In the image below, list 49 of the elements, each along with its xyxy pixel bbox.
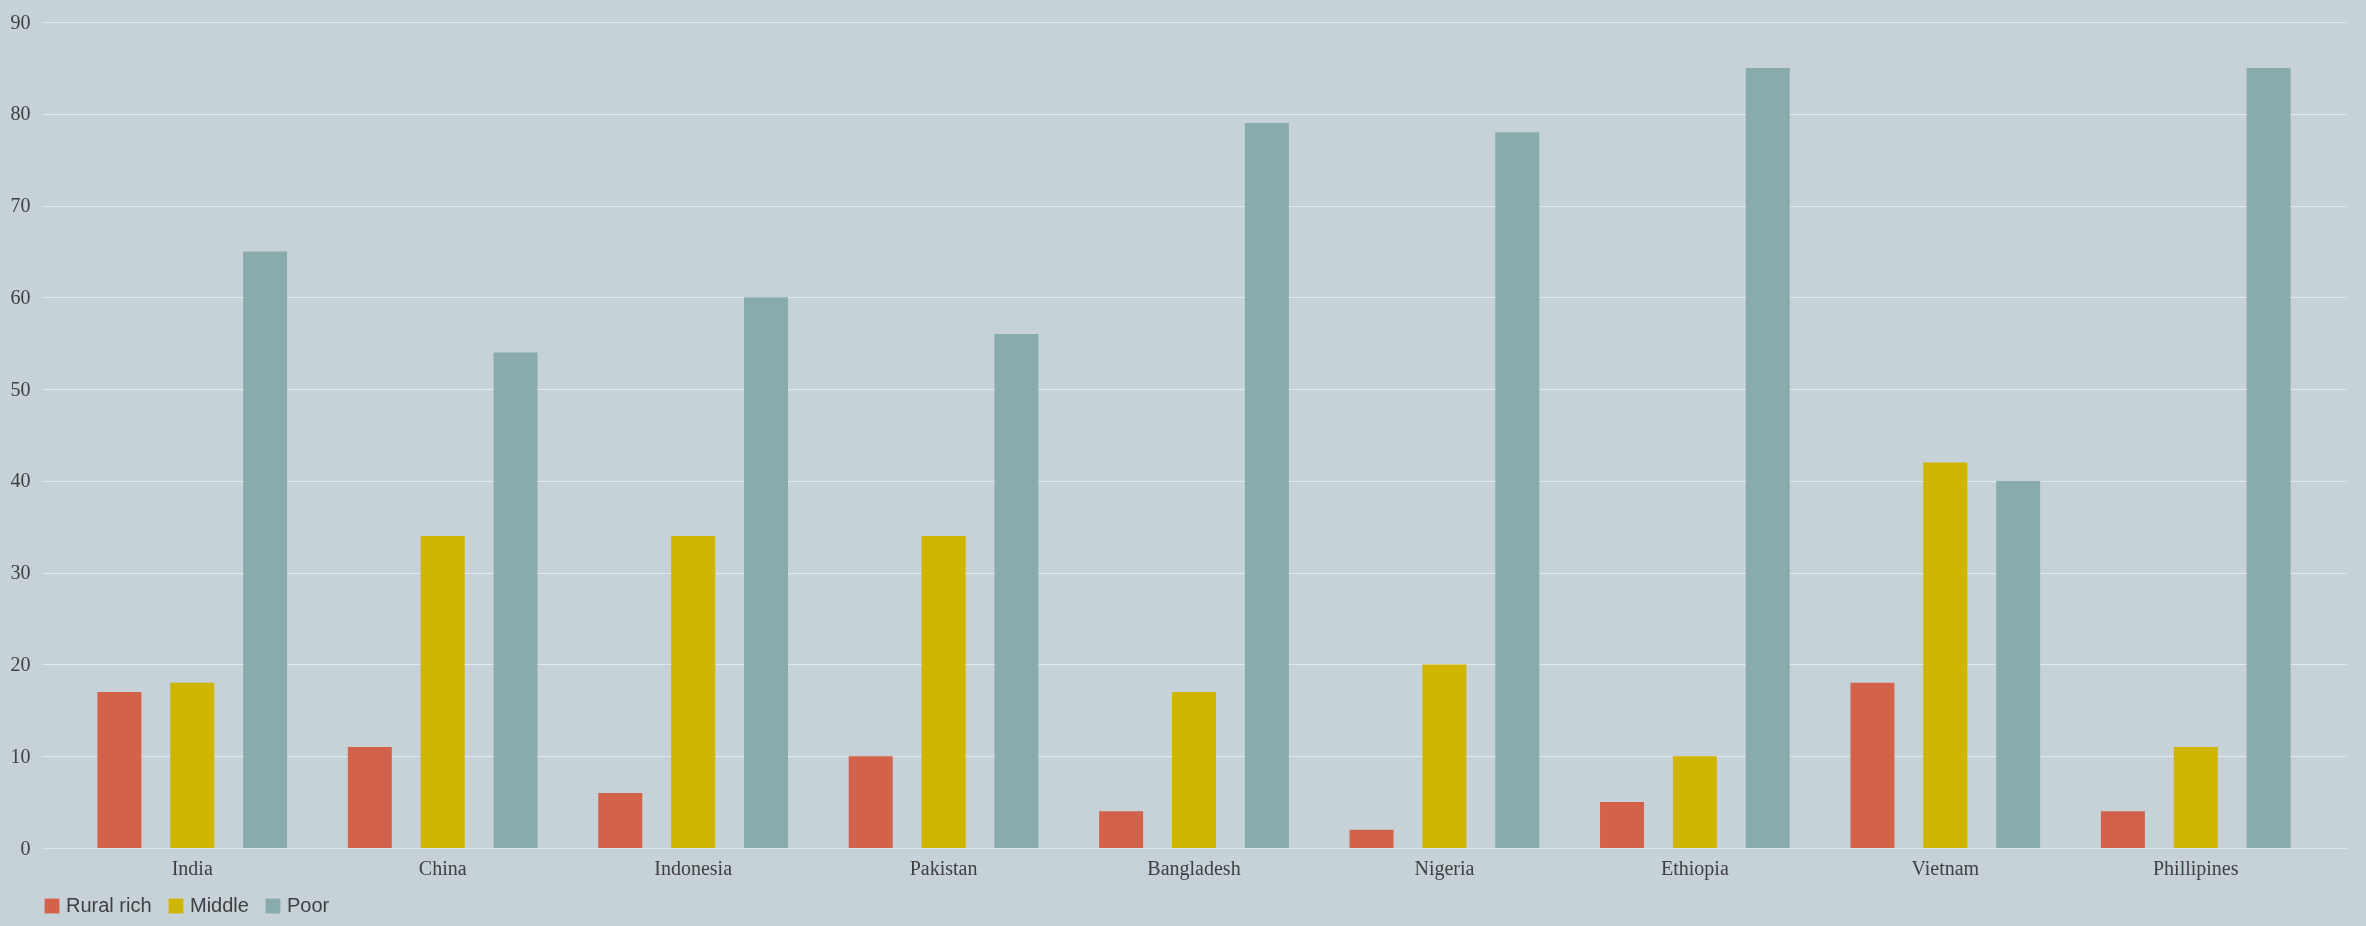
y-tick-label: 70 <box>10 194 31 217</box>
bar <box>2246 67 2291 848</box>
bar <box>994 334 1039 848</box>
x-tick-label: Bangladesh <box>1147 856 1241 880</box>
legend-label: Poor <box>287 894 330 916</box>
bar <box>1850 682 1895 848</box>
bar <box>921 535 966 848</box>
bar <box>1996 480 2041 848</box>
bar <box>1600 802 1645 848</box>
y-tick-label: 0 <box>20 836 31 859</box>
bar <box>1745 67 1790 848</box>
bar <box>420 535 465 848</box>
bar <box>1099 811 1144 848</box>
y-tick-label: 90 <box>10 10 31 33</box>
y-tick-label: 40 <box>10 469 31 492</box>
bar <box>347 747 392 848</box>
x-tick-label: Vietnam <box>1911 856 1980 879</box>
x-tick-label: China <box>418 856 467 879</box>
legend-label: Rural rich <box>66 894 152 916</box>
x-tick-label: Ethiopia <box>1660 856 1729 880</box>
y-tick-label: 50 <box>10 377 31 400</box>
x-tick-label: Pakistan <box>909 856 978 879</box>
bar <box>1923 462 1968 848</box>
bar <box>1172 691 1216 848</box>
x-tick-label: Nigeria <box>1414 856 1475 880</box>
bar <box>671 535 716 848</box>
y-tick-label: 20 <box>10 652 31 675</box>
bar <box>598 792 643 848</box>
y-tick-label: 60 <box>10 285 31 308</box>
bar <box>243 251 288 848</box>
bar <box>1244 122 1289 848</box>
y-tick-label: 10 <box>10 744 31 767</box>
bar <box>1422 664 1467 848</box>
bar <box>170 682 215 848</box>
bar <box>1672 756 1717 848</box>
bar <box>97 691 142 848</box>
bar <box>848 756 893 848</box>
y-tick-label: 30 <box>10 561 31 584</box>
bar <box>1349 829 1394 848</box>
bar <box>743 297 788 848</box>
legend-label: Middle <box>190 894 249 916</box>
y-tick-label: 80 <box>10 102 31 125</box>
bar <box>1495 132 1540 848</box>
bar <box>493 352 538 848</box>
x-tick-label: India <box>171 856 213 879</box>
x-tick-label: Indonesia <box>654 856 733 879</box>
bar <box>2100 811 2145 848</box>
x-tick-label: Phillipines <box>2152 856 2239 880</box>
bar <box>2173 747 2218 848</box>
